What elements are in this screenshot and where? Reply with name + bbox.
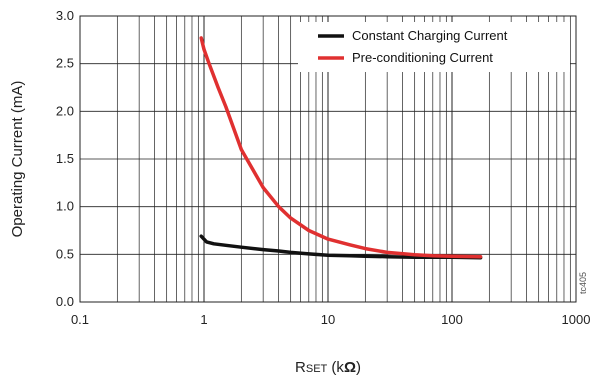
y-tick-label: 0.0	[56, 294, 74, 309]
x-axis-label-unit-open: (k	[327, 359, 344, 376]
side-note: tc405	[578, 272, 588, 294]
x-tick-label: 100	[441, 312, 463, 327]
x-axis-label-unit-close: )	[356, 359, 361, 376]
y-axis-label: Operating Current (mA)	[9, 81, 26, 238]
legend-label-preconditioning: Pre-conditioning Current	[352, 50, 493, 65]
y-tick-label: 1.0	[56, 199, 74, 214]
series-line-constant-charging	[199, 234, 483, 260]
series-line-preconditioning	[199, 36, 483, 259]
x-axis-label-sub: SET	[306, 363, 328, 375]
y-tick-label: 1.5	[56, 151, 74, 166]
series-lines	[199, 36, 483, 260]
plot-frame	[79, 15, 577, 303]
x-axis-label-main: R	[295, 359, 306, 376]
tick-labels: 0.1 1 10 100 1000 0.0 0.5 1.0 1.5 2.0 2.5 3.0	[56, 8, 591, 327]
y-tick-label: 0.5	[56, 246, 74, 261]
legend: Constant Charging Current Pre-conditioni…	[298, 22, 570, 72]
y-tick-label: 3.0	[56, 8, 74, 23]
x-tick-label: 0.1	[71, 312, 89, 327]
x-axis-label-omega: Ω	[344, 359, 356, 376]
y-tick-label: 2.5	[56, 56, 74, 71]
legend-background	[298, 22, 570, 72]
x-tick-label: 10	[321, 312, 335, 327]
y-tick-label: 2.0	[56, 103, 74, 118]
x-axis-label: RSET (kΩ)	[295, 359, 361, 376]
legend-label-constant: Constant Charging Current	[352, 28, 508, 43]
x-tick-label: 1000	[562, 312, 591, 327]
x-tick-label: 1	[200, 312, 207, 327]
